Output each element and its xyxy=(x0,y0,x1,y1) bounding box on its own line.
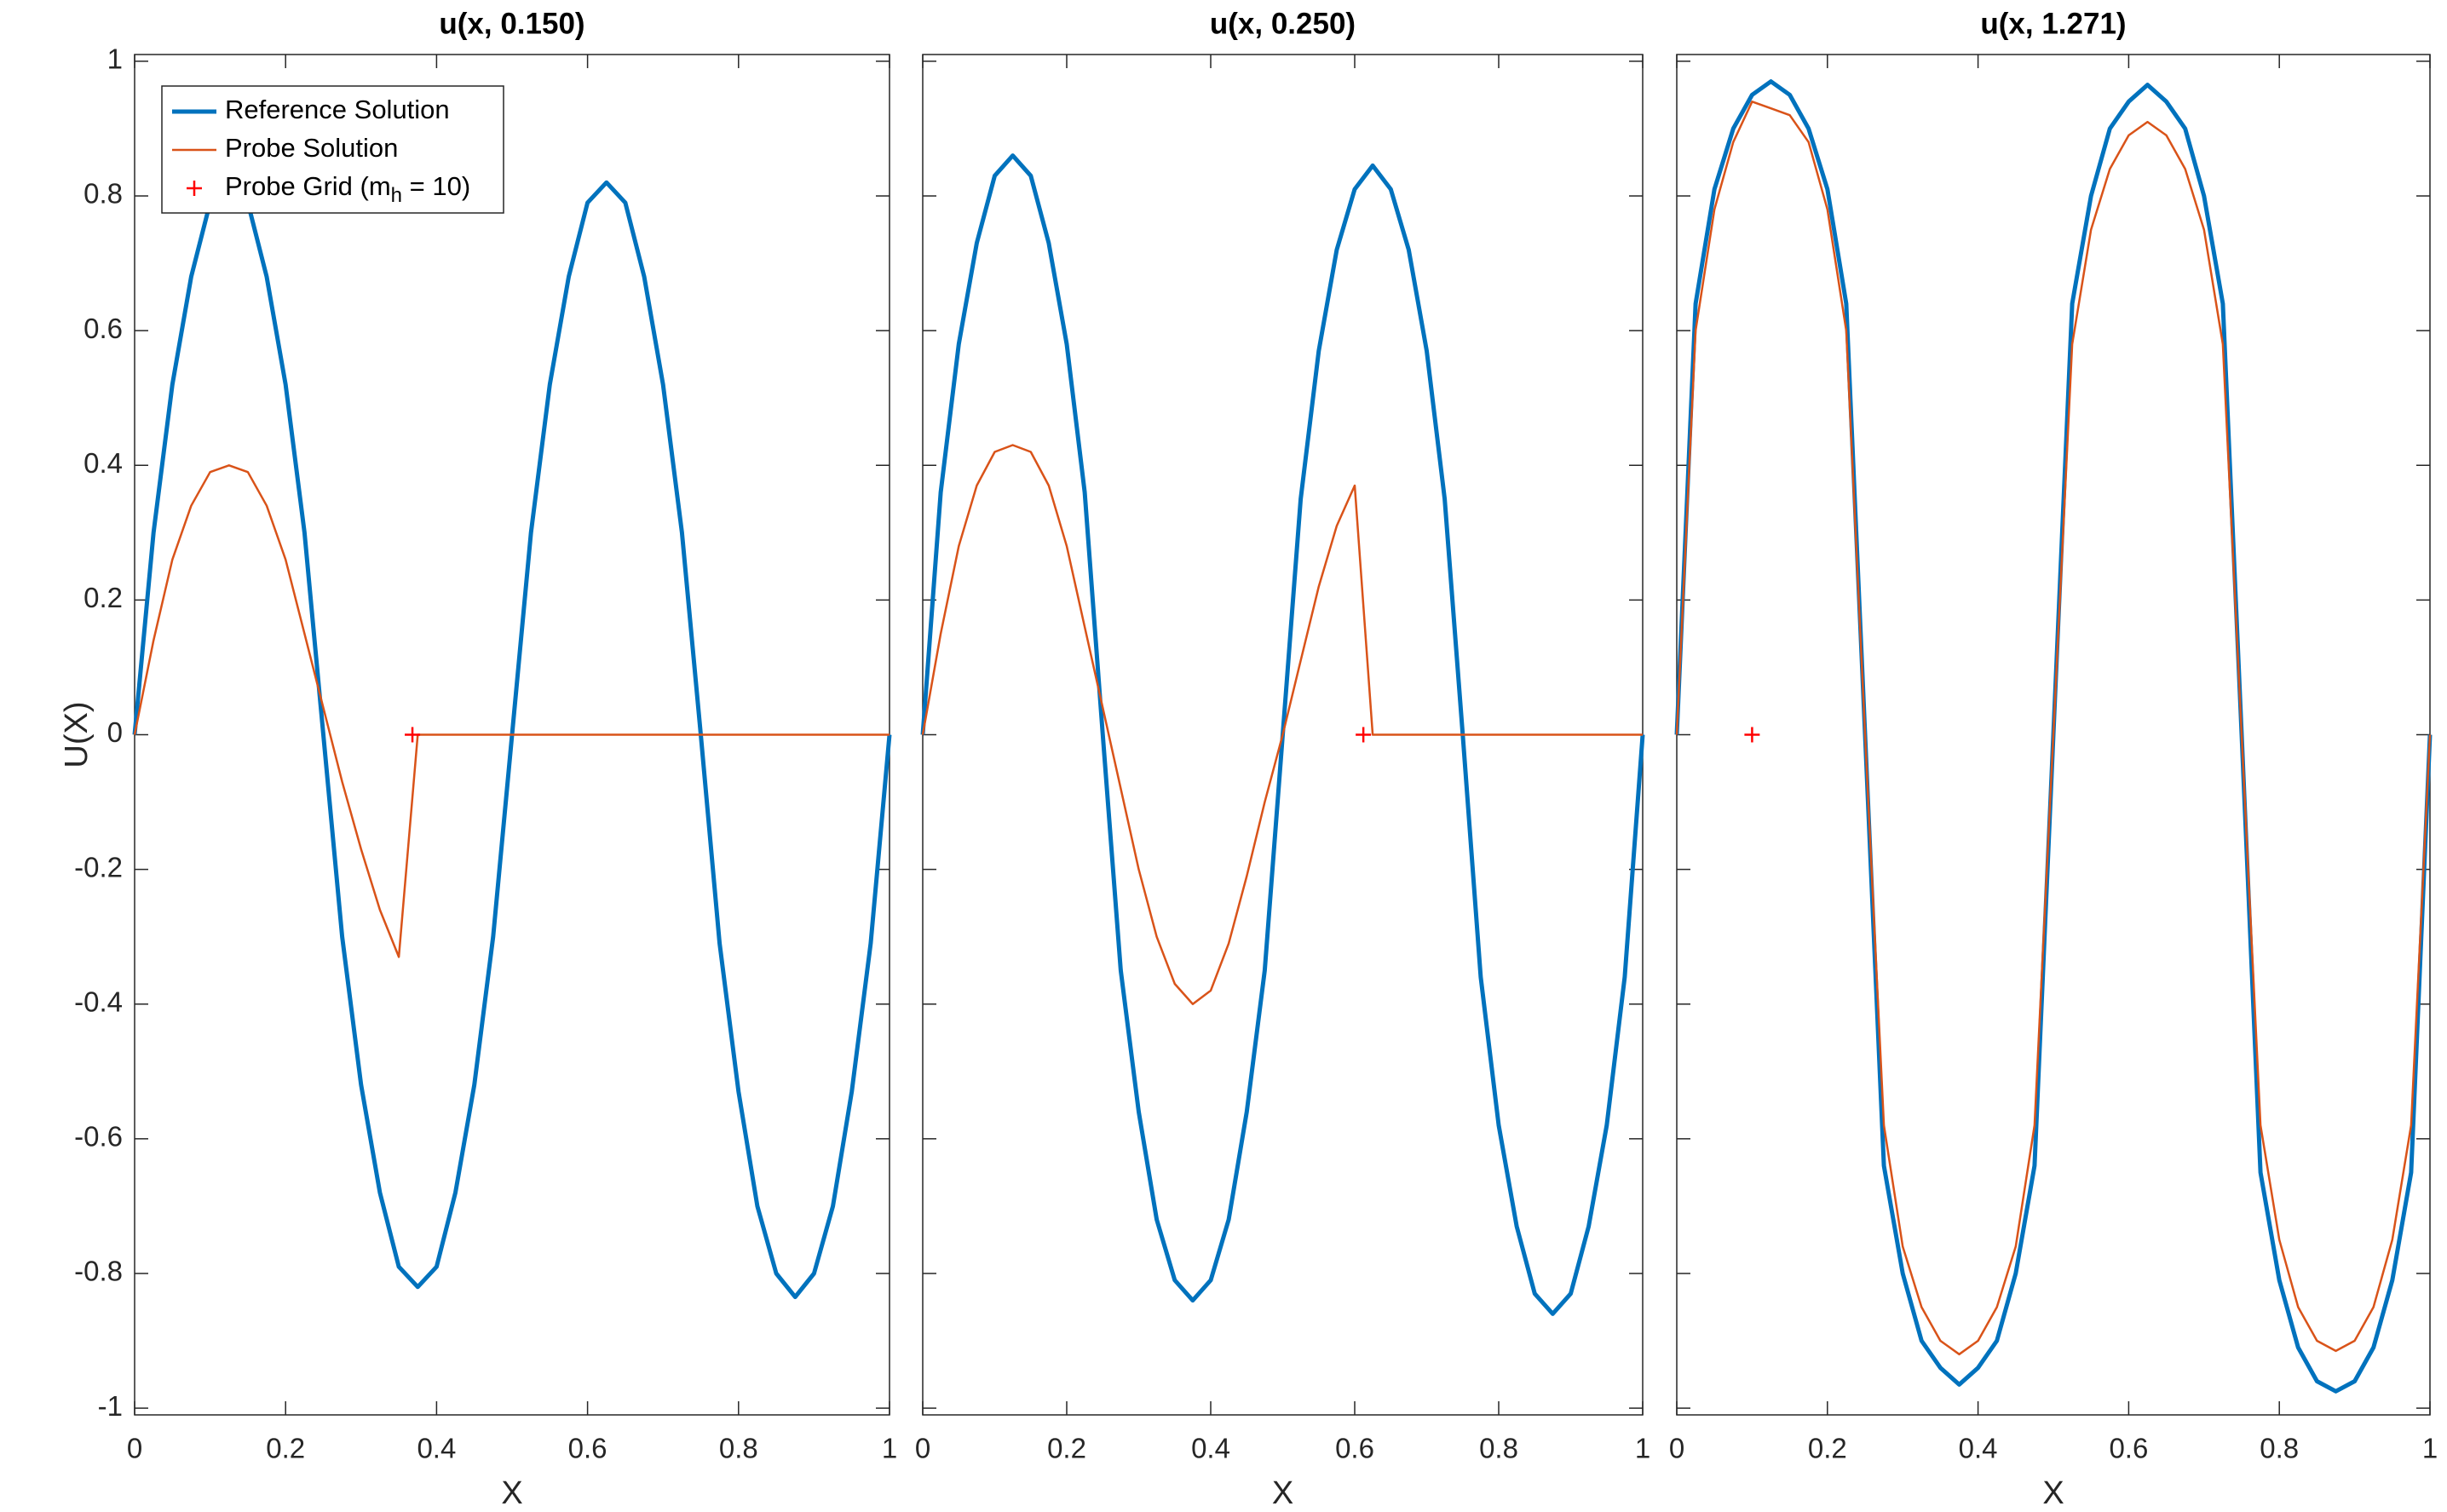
data-line xyxy=(133,464,890,958)
y-tick-label: 0.8 xyxy=(83,178,123,210)
x-tick-label: 1 xyxy=(2422,1433,2438,1464)
subplot-title: u(x, 1.271) xyxy=(1980,7,2126,40)
x-tick-label: 0.6 xyxy=(2109,1433,2148,1464)
x-tick-label: 1 xyxy=(1635,1433,1650,1464)
y-tick-label: 0.6 xyxy=(83,313,123,344)
y-tick-label: -0.2 xyxy=(74,851,123,882)
x-tick-label: 0.2 xyxy=(1808,1433,1847,1464)
subplot: 0 0.2 0.4 0.6 0.8 1 u(x, 0.250) X xyxy=(915,7,1650,1511)
x-tick-label: 0.4 xyxy=(1191,1433,1230,1464)
probe-marker xyxy=(405,727,421,743)
legend-marker xyxy=(187,181,202,196)
x-tick-label: 0.6 xyxy=(568,1433,607,1464)
y-tick-label: 0.4 xyxy=(83,447,123,479)
y-tick-label: -0.6 xyxy=(74,1121,123,1153)
x-tick-label: 0.8 xyxy=(1479,1433,1518,1464)
x-tick-label: 0.4 xyxy=(417,1433,456,1464)
legend-label: Reference Solution xyxy=(225,95,450,124)
y-tick-label: 0 xyxy=(107,716,123,748)
x-tick-label: 1 xyxy=(882,1433,897,1464)
x-tick-label: 0 xyxy=(915,1433,930,1464)
legend-label: Probe Grid (mh = 10) xyxy=(225,171,470,207)
x-tick-label: 0.4 xyxy=(1959,1433,1998,1464)
legend-box xyxy=(161,85,504,214)
y-tick-label: -0.4 xyxy=(74,986,123,1017)
y-tick-label: 0.2 xyxy=(83,582,123,613)
subplot-title: u(x, 0.250) xyxy=(1210,7,1356,40)
y-tick-label: 1 xyxy=(107,43,123,75)
x-tick-label: 0.6 xyxy=(1335,1433,1374,1464)
y-tick-label: -0.8 xyxy=(74,1256,123,1287)
x-axis-label: X xyxy=(2042,1475,2064,1511)
x-tick-label: 0 xyxy=(1669,1433,1684,1464)
x-axis-label: X xyxy=(1272,1475,1293,1511)
y-axis-label: U(X) xyxy=(59,701,95,767)
subplot: 0 0.2 0.4 0.6 0.8 1 u(x, 1.271) X xyxy=(1669,7,2438,1511)
x-tick-label: 0.8 xyxy=(719,1433,758,1464)
x-tick-label: 0.2 xyxy=(266,1433,305,1464)
x-tick-label: 0 xyxy=(127,1433,142,1464)
data-line xyxy=(921,444,1643,1005)
x-tick-label: 0.8 xyxy=(2260,1433,2299,1464)
probe-marker xyxy=(1744,727,1760,743)
probe-marker xyxy=(1356,727,1372,743)
legend-label: Probe Solution xyxy=(225,133,398,163)
subplot-title: u(x, 0.150) xyxy=(439,7,584,40)
data-line xyxy=(1675,101,2432,1356)
y-tick-label: -1 xyxy=(98,1390,123,1422)
x-axis-label: X xyxy=(501,1475,522,1511)
subplot: 0 0.2 0.4 0.6 0.8 1 -1 -0.8 -0.6 -0.4 -0.2 0 0.2 0.4 0… xyxy=(59,7,897,1511)
x-tick-label: 0.2 xyxy=(1047,1433,1086,1464)
